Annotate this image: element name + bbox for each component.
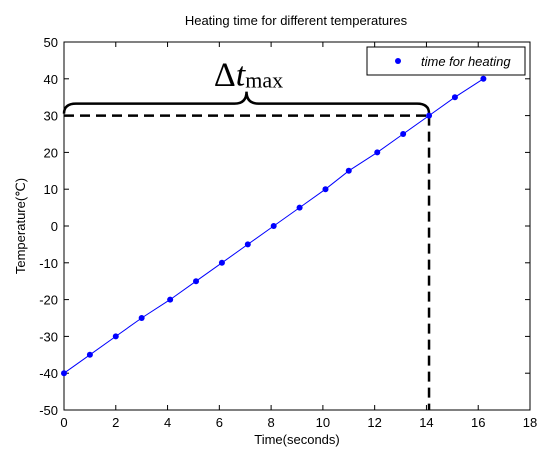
y-tick-label: 10: [44, 182, 58, 197]
y-tick-label: 50: [44, 35, 58, 50]
y-tick-label: -30: [39, 329, 58, 344]
x-tick-label: 6: [216, 415, 223, 430]
data-point: [296, 204, 303, 211]
x-tick-label: 12: [367, 415, 381, 430]
delta-t-max-label: Δtmax: [214, 57, 283, 94]
y-tick-label: -40: [39, 366, 58, 381]
brace: [62, 91, 431, 114]
x-tick-label: 2: [112, 415, 119, 430]
plot-area: [63, 41, 531, 411]
x-tick-label: 18: [523, 415, 537, 430]
x-tick-label: 16: [471, 415, 485, 430]
chart-title: Heating time for different temperatures: [185, 13, 408, 28]
y-tick-label: 40: [44, 72, 58, 87]
x-tick-label: 4: [164, 415, 171, 430]
data-point: [218, 259, 225, 266]
y-tick-label: -10: [39, 256, 58, 271]
data-point: [426, 112, 433, 119]
y-tick-label: 20: [44, 145, 58, 160]
legend: time for heating: [366, 46, 526, 76]
legend-label: time for heating: [421, 54, 511, 69]
annotation: Δtmax: [62, 57, 431, 410]
legend-box: [366, 46, 526, 76]
data-point: [480, 75, 487, 82]
data-point: [374, 149, 381, 156]
y-tick-label: -20: [39, 293, 58, 308]
y-axis-label: Temperature(℃): [13, 178, 28, 274]
series-layer: [61, 75, 487, 377]
data-point: [345, 167, 352, 174]
x-axis-label: Time(seconds): [254, 432, 339, 447]
y-tick-label: -50: [39, 403, 58, 418]
data-point: [270, 223, 277, 229]
data-point: [451, 94, 458, 101]
data-point: [193, 278, 200, 285]
legend-marker: [395, 58, 401, 64]
data-point: [322, 186, 329, 193]
x-tick-label: 8: [267, 415, 274, 430]
y-tick-label: 0: [51, 219, 58, 234]
y-tick-label: 30: [44, 109, 58, 124]
data-point: [244, 241, 251, 248]
axis-ticks: 0 2 4 6 8 10 12 14 16 18 -50 -40 -30 -20 -10 0 10 20 30 40 5…: [39, 35, 537, 430]
data-point: [112, 333, 119, 340]
data-point: [167, 296, 174, 303]
x-tick-label: 10: [316, 415, 330, 430]
data-point: [138, 315, 145, 321]
data-point: [400, 131, 407, 137]
data-point: [86, 351, 93, 358]
x-tick-label: 14: [419, 415, 433, 430]
data-point: [61, 370, 67, 377]
x-tick-label: 0: [60, 415, 67, 430]
